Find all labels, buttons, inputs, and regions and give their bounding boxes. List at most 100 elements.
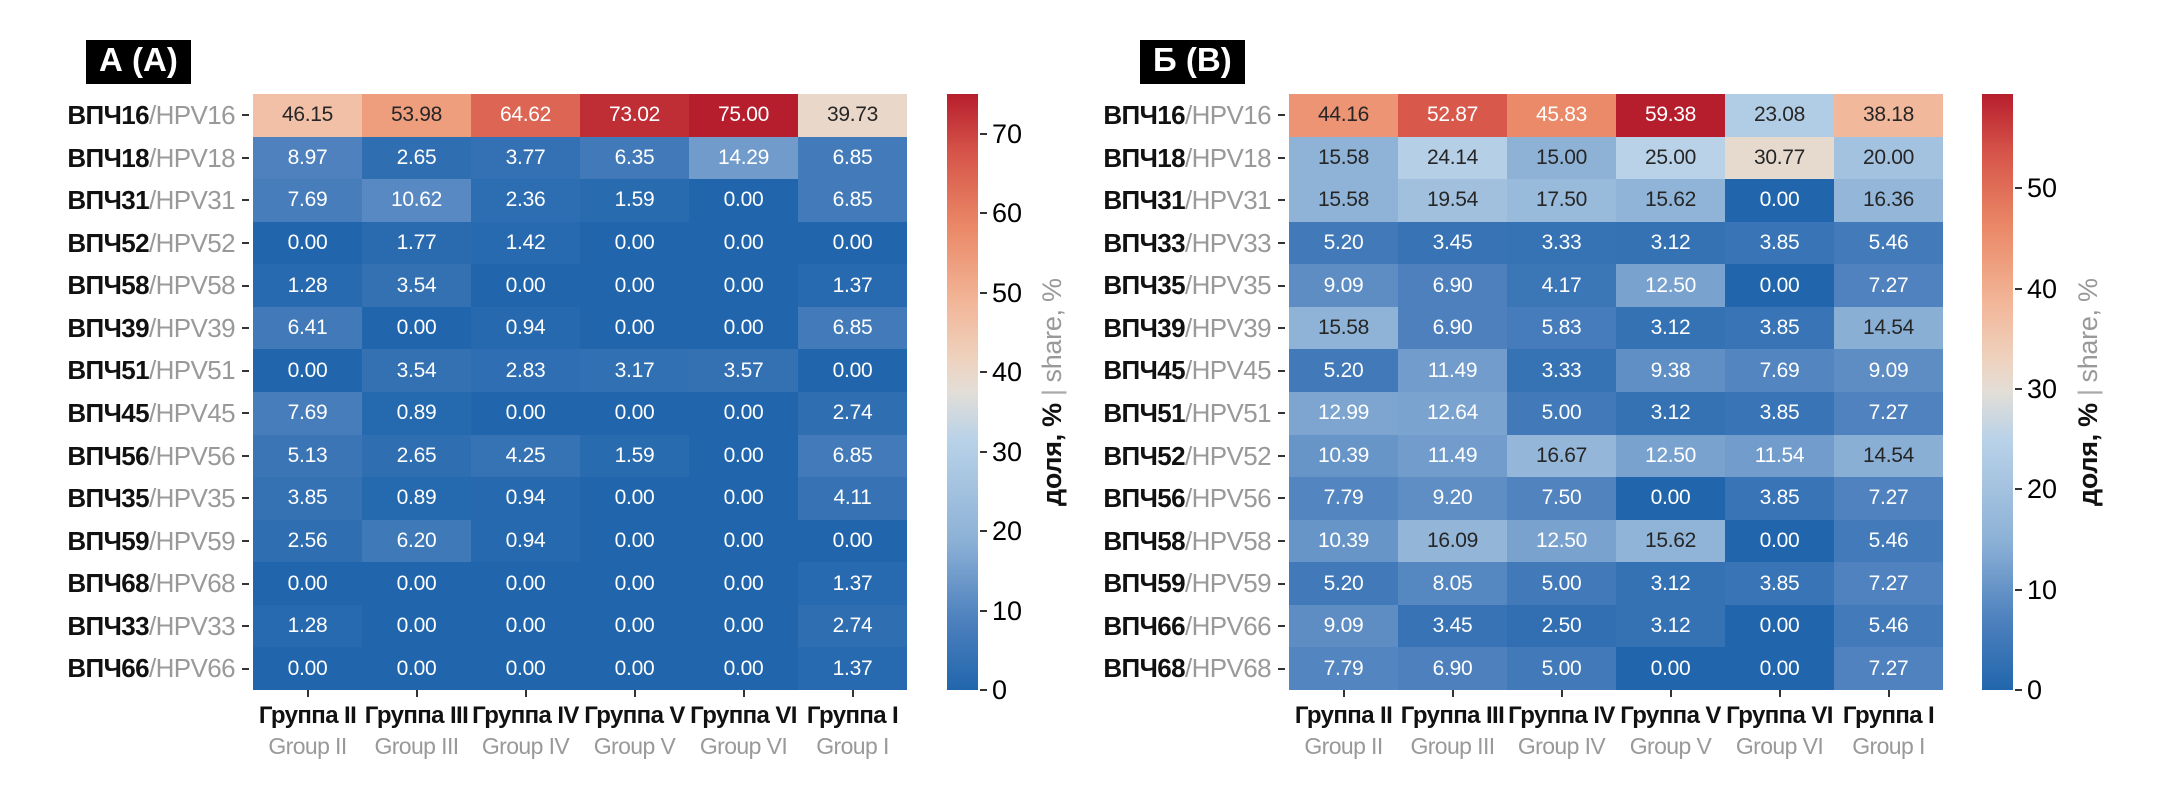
column-tick xyxy=(1778,690,1781,697)
column-label: Группа IV Group IV xyxy=(1472,702,1652,760)
row-label-ru: ВПЧ18 xyxy=(67,142,149,173)
row-label: ВПЧ52/HPV52 xyxy=(0,222,235,265)
heatmap-cell: 0.00 xyxy=(580,477,689,520)
heatmap-cell: 5.13 xyxy=(253,434,362,478)
colorbar-tick-label: 40 xyxy=(992,357,1023,388)
column-label: Группа VI Group VI xyxy=(654,702,834,760)
row-tick xyxy=(1278,667,1285,670)
heatmap-cell: 38.18 xyxy=(1834,94,1943,137)
heatmap-cell: 0.00 xyxy=(689,434,798,478)
heatmap-cell: 2.56 xyxy=(253,519,362,563)
colorbar-tick xyxy=(980,530,987,533)
heatmap-cell: 15.58 xyxy=(1289,179,1398,222)
row-label: ВПЧ35/HPV35 xyxy=(1023,264,1271,307)
row-tick xyxy=(242,242,249,244)
heatmap-cell: 3.85 xyxy=(1725,221,1834,265)
heatmap-cell: 5.20 xyxy=(1289,221,1398,265)
heatmap-cell: 0.89 xyxy=(362,392,471,435)
heatmap-cell: 1.59 xyxy=(580,179,689,222)
panel-a-title: А (A) xyxy=(86,40,191,84)
panel-a-colorbar xyxy=(947,94,978,690)
heatmap-cell: 7.27 xyxy=(1834,392,1943,435)
heatmap-cell: 3.85 xyxy=(1725,477,1834,520)
heatmap-cell: 44.16 xyxy=(1289,94,1398,137)
row-label-ru: ВПЧ45 xyxy=(1103,355,1185,386)
row-label-en: /HPV39 xyxy=(148,312,236,343)
row-label: ВПЧ18/HPV18 xyxy=(1023,137,1271,180)
row-label-en: /HPV59 xyxy=(1184,568,1272,599)
colorbar-tick-label: 60 xyxy=(992,198,1023,229)
heatmap-cell: 5.46 xyxy=(1834,604,1943,648)
heatmap-cell: 12.50 xyxy=(1616,264,1725,307)
column-label: Группа III Group III xyxy=(327,702,507,760)
column-tick xyxy=(306,690,309,697)
column-label-ru: Группа VI xyxy=(1726,702,1833,729)
colorbar-tick-label: 30 xyxy=(2027,373,2058,404)
row-label: ВПЧ59/HPV59 xyxy=(1023,562,1271,605)
row-label-ru: ВПЧ35 xyxy=(1103,270,1185,301)
row-tick xyxy=(242,156,249,159)
heatmap-cell: 0.00 xyxy=(471,604,580,648)
heatmap-cell: 2.74 xyxy=(798,604,907,648)
row-tick xyxy=(242,497,249,500)
row-tick xyxy=(1278,369,1285,372)
heatmap-cell: 0.00 xyxy=(362,562,471,605)
row-tick xyxy=(242,284,249,287)
heatmap-cell: 1.28 xyxy=(253,604,362,648)
row-tick xyxy=(1278,625,1285,628)
column-label: Группа II Group II xyxy=(1254,702,1434,760)
row-label: ВПЧ45/HPV45 xyxy=(0,392,235,435)
column-label-ru: Группа I xyxy=(1842,702,1935,729)
column-label-en: Group V xyxy=(593,733,676,759)
row-label: ВПЧ51/HPV51 xyxy=(0,349,235,392)
row-label-en: /HPV56 xyxy=(1184,483,1272,514)
heatmap-cell: 14.54 xyxy=(1834,306,1943,350)
row-label-en: /HPV18 xyxy=(148,142,236,173)
colorbar-tick xyxy=(2015,588,2022,591)
panel-b-heatmap: 44.16 52.87 45.83 59.38 23.08 38.18 15.58 24.14… xyxy=(1289,94,1943,690)
heatmap-cell: 3.54 xyxy=(362,349,471,392)
heatmap-cell: 0.00 xyxy=(580,647,689,690)
row-label-en: /HPV51 xyxy=(148,355,236,386)
heatmap-cell: 1.37 xyxy=(798,264,907,307)
row-label: ВПЧ35/HPV35 xyxy=(0,477,235,520)
column-label-ru: Группа I xyxy=(806,702,899,729)
colorbar-tick-label: 0 xyxy=(992,675,1008,705)
row-tick xyxy=(1278,540,1285,542)
heatmap-cell: 0.00 xyxy=(580,519,689,563)
heatmap-cell: 0.00 xyxy=(580,392,689,435)
row-label: ВПЧ56/HPV56 xyxy=(1023,477,1271,520)
heatmap-cell: 11.54 xyxy=(1725,434,1834,478)
row-tick xyxy=(242,625,249,628)
heatmap-cell: 6.85 xyxy=(798,306,907,350)
row-label-en: /HPV58 xyxy=(148,270,236,301)
row-tick xyxy=(242,327,249,330)
colorbar-tick-label: 70 xyxy=(992,118,1023,149)
row-label: ВПЧ45/HPV45 xyxy=(1023,349,1271,392)
heatmap-cell: 12.50 xyxy=(1616,434,1725,478)
heatmap-cell: 53.98 xyxy=(362,94,471,137)
row-tick xyxy=(1278,284,1285,287)
heatmap-cell: 0.00 xyxy=(689,264,798,307)
row-label-ru: ВПЧ68 xyxy=(67,568,149,599)
heatmap-cell: 0.00 xyxy=(689,519,798,563)
row-label-ru: ВПЧ66 xyxy=(1103,610,1185,641)
heatmap-cell: 5.20 xyxy=(1289,562,1398,605)
column-label-ru: Группа IV xyxy=(472,702,579,729)
heatmap-cell: 11.49 xyxy=(1398,349,1507,392)
heatmap-cell: 3.12 xyxy=(1616,562,1725,605)
row-tick xyxy=(242,114,249,117)
heatmap-cell: 0.00 xyxy=(580,604,689,648)
heatmap-cell: 0.00 xyxy=(1616,647,1725,690)
row-label-ru: ВПЧ68 xyxy=(1103,653,1185,684)
heatmap-cell: 0.00 xyxy=(253,647,362,690)
row-tick xyxy=(1278,156,1285,159)
colorbar-tick-label: 50 xyxy=(2027,173,2058,204)
row-label-en: /HPV52 xyxy=(148,227,236,258)
heatmap-cell: 4.25 xyxy=(471,434,580,478)
colorbar-tick-label: 10 xyxy=(992,595,1023,626)
heatmap-cell: 3.54 xyxy=(362,264,471,307)
heatmap-cell: 6.90 xyxy=(1398,647,1507,690)
heatmap-cell: 5.00 xyxy=(1507,392,1616,435)
column-label-en: Group III xyxy=(1410,733,1495,759)
